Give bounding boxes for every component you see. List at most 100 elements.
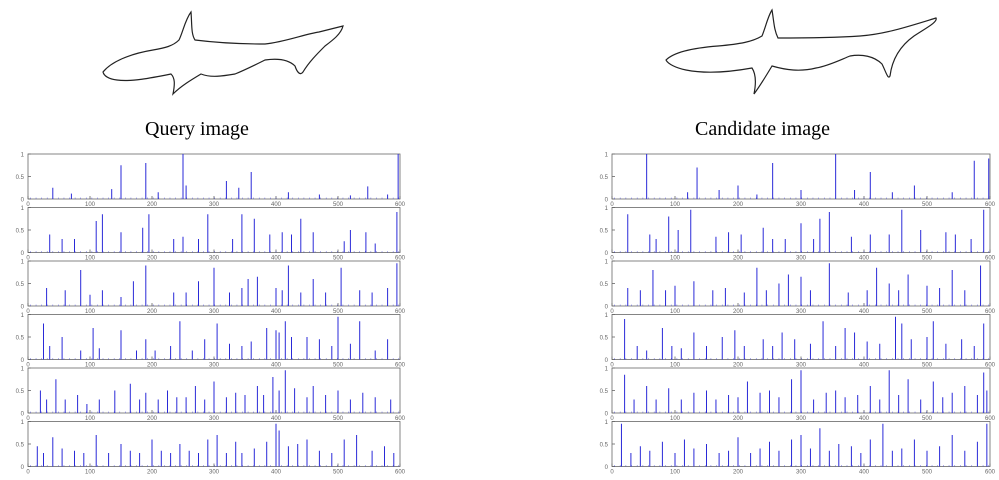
x-tick-label: 300 xyxy=(796,202,807,208)
x-tick-label: 100 xyxy=(85,256,96,262)
query-shark-outline-image xyxy=(102,10,344,96)
x-tick-label: 300 xyxy=(796,309,807,315)
x-tick-label: 200 xyxy=(147,416,158,422)
x-tick-label: 100 xyxy=(85,470,96,476)
y-tick-label: 0.5 xyxy=(600,282,609,288)
y-tick-label: 0.5 xyxy=(16,229,25,235)
x-tick-label: 600 xyxy=(395,363,406,369)
y-tick-label: 0 xyxy=(605,358,609,364)
y-tick-label: 0.5 xyxy=(16,282,25,288)
y-tick-label: 0 xyxy=(605,465,609,471)
x-tick-label: 300 xyxy=(796,256,807,262)
candidate-image-caption: Candidate image xyxy=(695,118,830,140)
y-tick-label: 1 xyxy=(21,313,25,319)
x-tick-label: 200 xyxy=(733,363,744,369)
histogram-panel: 00.510 100 200 300 400 500 600 xyxy=(600,206,996,262)
x-tick-label: 400 xyxy=(859,202,870,208)
x-tick-label: 600 xyxy=(395,256,406,262)
y-tick-label: 0 xyxy=(21,412,25,418)
x-tick-label: 400 xyxy=(271,309,282,315)
x-tick-label: 600 xyxy=(395,309,406,315)
y-tick-label: 1 xyxy=(21,153,25,159)
histogram-panel: 00.510 100 200 300 400 500 600 xyxy=(16,153,406,209)
x-tick-label: 500 xyxy=(333,470,344,476)
x-tick-label: 200 xyxy=(733,202,744,208)
y-tick-label: 0.5 xyxy=(600,389,609,395)
y-tick-label: 1 xyxy=(605,367,609,373)
x-tick-label: 400 xyxy=(859,416,870,422)
x-tick-label: 100 xyxy=(85,416,96,422)
x-tick-label: 200 xyxy=(147,309,158,315)
x-tick-label: 500 xyxy=(333,202,344,208)
x-tick-label: 400 xyxy=(859,309,870,315)
y-tick-label: 1 xyxy=(21,260,25,266)
x-tick-label: 600 xyxy=(985,309,996,315)
x-tick-label: 100 xyxy=(670,202,681,208)
x-tick-label: 500 xyxy=(922,309,933,315)
x-tick-label: 500 xyxy=(333,416,344,422)
histogram-panel: 00.510 100 200 300 400 500 600 xyxy=(600,420,996,475)
x-tick-label: 500 xyxy=(333,363,344,369)
x-tick-label: 600 xyxy=(985,256,996,262)
x-tick-label: 300 xyxy=(796,363,807,369)
y-tick-label: 0 xyxy=(605,251,609,257)
x-tick-label: 500 xyxy=(333,256,344,262)
y-tick-label: 0.5 xyxy=(600,336,609,342)
x-tick-label: 400 xyxy=(271,363,282,369)
x-tick-label: 300 xyxy=(796,470,807,476)
x-tick-label: 600 xyxy=(395,416,406,422)
y-tick-label: 0 xyxy=(21,198,25,204)
x-tick-label: 600 xyxy=(985,363,996,369)
histogram-panel: 00.510 100 200 300 400 500 600 xyxy=(16,206,406,262)
y-tick-label: 1 xyxy=(605,206,609,212)
x-tick-label: 300 xyxy=(209,309,220,315)
y-tick-label: 0.5 xyxy=(16,175,25,181)
y-tick-label: 1 xyxy=(21,367,25,373)
x-tick-label: 0 xyxy=(610,309,614,315)
histogram-panel: 00.510 100 200 300 400 500 600 xyxy=(16,313,406,369)
x-tick-label: 100 xyxy=(670,416,681,422)
x-tick-label: 400 xyxy=(271,256,282,262)
x-tick-label: 400 xyxy=(859,256,870,262)
histogram-panel: 00.510 100 200 300 400 500 600 xyxy=(16,367,406,423)
x-tick-label: 500 xyxy=(922,416,933,422)
x-tick-label: 0 xyxy=(610,363,614,369)
x-tick-label: 0 xyxy=(26,363,30,369)
x-tick-label: 100 xyxy=(670,470,681,476)
y-tick-label: 1 xyxy=(605,260,609,266)
x-tick-label: 300 xyxy=(796,416,807,422)
x-tick-label: 200 xyxy=(147,256,158,262)
y-tick-label: 0 xyxy=(21,358,25,364)
x-tick-label: 400 xyxy=(271,470,282,476)
x-tick-label: 300 xyxy=(209,416,220,422)
x-tick-label: 0 xyxy=(26,470,30,476)
y-tick-label: 1 xyxy=(21,420,25,426)
y-tick-label: 0 xyxy=(605,412,609,418)
x-tick-label: 0 xyxy=(26,256,30,262)
x-tick-label: 400 xyxy=(271,416,282,422)
x-tick-label: 100 xyxy=(670,363,681,369)
y-tick-label: 0 xyxy=(605,198,609,204)
y-tick-label: 1 xyxy=(605,153,609,159)
x-tick-label: 100 xyxy=(85,202,96,208)
x-tick-label: 100 xyxy=(85,363,96,369)
x-tick-label: 200 xyxy=(733,416,744,422)
histogram-panel: 00.510 100 200 300 400 500 600 xyxy=(600,313,996,369)
x-tick-label: 200 xyxy=(733,256,744,262)
y-tick-label: 0 xyxy=(21,305,25,311)
x-tick-label: 600 xyxy=(985,470,996,476)
y-tick-label: 0 xyxy=(21,465,25,471)
x-tick-label: 600 xyxy=(395,202,406,208)
x-tick-label: 300 xyxy=(209,470,220,476)
panel-frame xyxy=(27,153,401,200)
histogram-panel: 00.510 100 200 300 400 500 600 xyxy=(16,260,406,316)
panel-frame xyxy=(27,314,401,360)
x-tick-label: 500 xyxy=(922,470,933,476)
query-shark-silhouette xyxy=(102,10,344,96)
x-tick-label: 600 xyxy=(395,470,406,476)
histogram-panel: 00.510 100 200 300 400 500 600 xyxy=(600,153,996,209)
x-tick-label: 200 xyxy=(733,470,744,476)
x-tick-label: 0 xyxy=(26,309,30,315)
x-tick-label: 0 xyxy=(610,470,614,476)
